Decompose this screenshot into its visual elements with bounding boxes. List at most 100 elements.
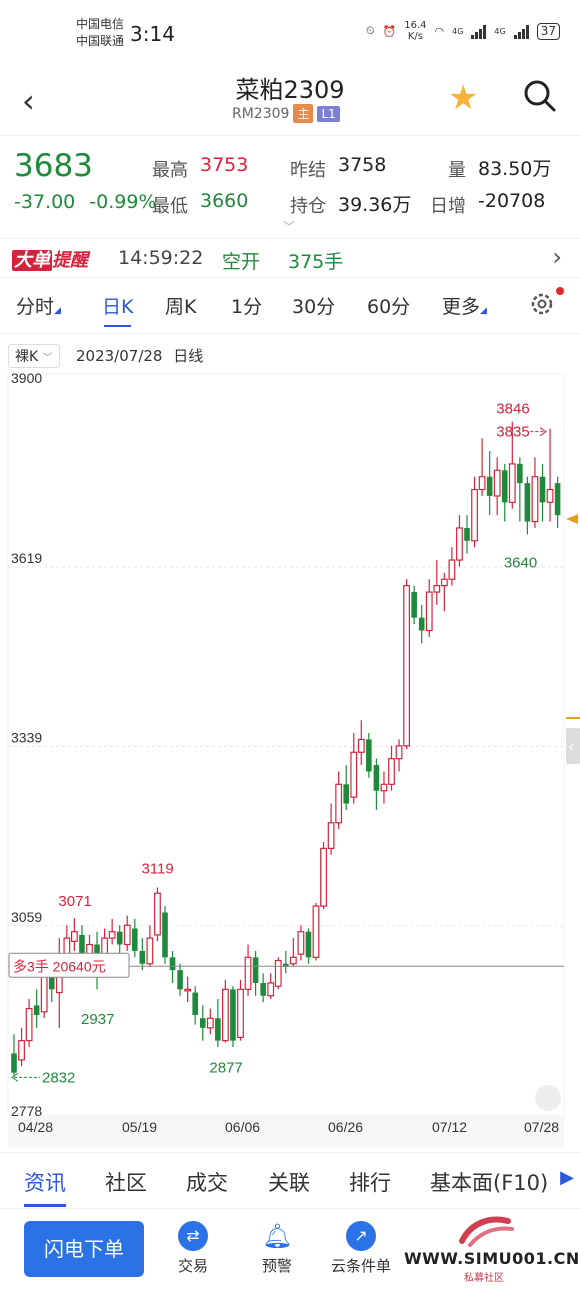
- candle-body: [546, 488, 554, 503]
- level-badge: L1: [317, 105, 340, 122]
- contract-subtitle: RM2309 主 L1: [232, 104, 340, 123]
- x-tick-label: 07/12: [432, 1119, 467, 1135]
- candle-body: [18, 1040, 25, 1061]
- cloud-order-icon: ↗: [346, 1221, 376, 1251]
- y-tick-label: 2778: [11, 1103, 42, 1119]
- status-icons: ⏲ ⏰ 16.4 K/s ◠ 4G 4G 37: [366, 20, 560, 42]
- candle-body: [471, 488, 478, 542]
- price-change: -37.00 -0.99%: [14, 191, 157, 213]
- alert-quantity: 375手: [288, 251, 344, 273]
- watermark-logo-icon: [459, 1216, 514, 1247]
- candle-body: [215, 1018, 221, 1041]
- arrow-left-icon: [11, 1072, 19, 1082]
- signal-icon: [471, 23, 487, 39]
- candle-body: [448, 559, 456, 580]
- candle-body: [456, 527, 463, 561]
- wifi-icon: ◠: [434, 24, 445, 38]
- net-type-1: 4G: [452, 26, 464, 36]
- trade-button[interactable]: ⇄ 交易: [158, 1221, 228, 1276]
- x-tick-label: 04/28: [18, 1119, 53, 1135]
- candle-body: [517, 463, 523, 484]
- tab-trades[interactable]: 成交: [186, 1171, 228, 1195]
- net-speed-value: 16.4: [404, 20, 427, 31]
- high-mark-label: 3846: [496, 401, 529, 418]
- back-button[interactable]: ‹: [22, 82, 35, 120]
- candle-body: [297, 931, 305, 955]
- y-tick-label: 3339: [11, 730, 42, 746]
- trough1-label: 2937: [81, 1011, 114, 1028]
- status-bar: 中国电信 中国联通 3:14 ⏲ ⏰ 16.4 K/s ◠ 4G 4G 37: [0, 0, 580, 64]
- y-tick-label: 3619: [11, 550, 42, 566]
- candle-body: [289, 956, 297, 965]
- volume-value: 83.50万: [478, 158, 552, 180]
- dropdown-triangle-icon: ◢: [54, 306, 61, 316]
- candle-body: [501, 470, 508, 503]
- candle-body: [192, 992, 198, 1016]
- recent-high-label: 3835: [496, 424, 529, 441]
- chevron-right-icon[interactable]: ›: [552, 243, 562, 271]
- tab-60min[interactable]: 60分: [367, 296, 411, 318]
- arrow-right-icon: [539, 427, 547, 437]
- candle-body: [222, 988, 229, 1042]
- tab-more-label: 更多: [442, 296, 481, 318]
- candle-body: [366, 739, 372, 772]
- cloud-order-button[interactable]: ↗ 云条件单: [326, 1221, 396, 1276]
- bottom-action-bar: 闪电下单 ⇄ 交易 🔔︎ 预警 ↗ 云条件单 WWW.SIMU001.CN 私募…: [0, 1208, 580, 1289]
- change-value: -37.00: [14, 191, 76, 213]
- tab-related[interactable]: 关联: [268, 1171, 310, 1195]
- tab-news[interactable]: 资讯: [24, 1167, 66, 1207]
- candle-body: [48, 970, 55, 990]
- favorite-star-icon[interactable]: ★: [448, 78, 479, 118]
- candle-body: [524, 483, 531, 522]
- watermark-text: WWW.SIMU001.CN: [404, 1249, 580, 1268]
- tab-1min[interactable]: 1分: [231, 296, 263, 318]
- tab-ranking[interactable]: 排行: [349, 1171, 391, 1195]
- status-time: 3:14: [130, 22, 175, 46]
- high-value: 3753: [200, 154, 249, 176]
- candle-body: [169, 957, 176, 971]
- gear-icon[interactable]: [528, 290, 556, 322]
- candle-body: [283, 963, 289, 967]
- tab-daily-k[interactable]: 日K: [102, 292, 133, 327]
- candle-body: [230, 989, 236, 1041]
- tab-30min[interactable]: 30分: [292, 296, 336, 318]
- x-axis-band: [8, 1117, 564, 1147]
- tabs-scroll-right-icon[interactable]: ▶: [560, 1167, 574, 1188]
- candle-body: [357, 738, 365, 753]
- change-percent: -0.99%: [89, 191, 157, 213]
- candle-body: [274, 959, 282, 987]
- candle-body: [411, 592, 417, 618]
- alert-action: 空开: [222, 251, 261, 273]
- tab-fundamentals[interactable]: 基本面(F10): [430, 1171, 549, 1195]
- search-icon[interactable]: [522, 78, 558, 118]
- main-contract-badge: 主: [293, 104, 314, 123]
- recent-low-label: 3640: [504, 555, 537, 572]
- candle-body: [146, 937, 154, 965]
- tab-intraday[interactable]: 分时◢: [16, 292, 61, 319]
- candle-body: [373, 765, 380, 791]
- tab-more[interactable]: 更多◢: [442, 292, 487, 319]
- carrier-1: 中国电信: [76, 17, 125, 31]
- big-order-alert-bar[interactable]: 大单 提醒 14:59:22 空开 375手 ›: [0, 238, 580, 278]
- expand-chevron-icon[interactable]: ﹀: [283, 220, 296, 234]
- tab-community[interactable]: 社区: [105, 1171, 147, 1195]
- candle-body: [350, 751, 358, 798]
- alert-button[interactable]: 🔔︎ 预警: [242, 1221, 312, 1276]
- candle-body: [79, 934, 85, 958]
- bare-k-dropdown[interactable]: 裸K ﹀: [8, 344, 60, 368]
- flash-order-button[interactable]: 闪电下单: [24, 1221, 144, 1277]
- chart-header: 裸K ﹀ 2023/07/28 日线: [0, 340, 580, 372]
- trade-icon: ⇄: [178, 1221, 208, 1251]
- net-speed: 16.4 K/s: [404, 20, 426, 42]
- info-tabs: 资讯 社区 成交 关联 排行 基本面(F10) ▶: [0, 1152, 580, 1208]
- net-type-2: 4G: [494, 26, 506, 36]
- x-tick-label: 06/06: [225, 1119, 260, 1135]
- bell-icon: 🔔︎: [262, 1222, 293, 1250]
- chart-date: 2023/07/28: [76, 347, 163, 365]
- y-tick-label: 3059: [11, 909, 42, 925]
- tab-weekly-k[interactable]: 周K: [165, 296, 197, 318]
- fullscreen-icon: [535, 1085, 561, 1111]
- candle-body: [199, 1018, 206, 1028]
- candle-body: [154, 892, 161, 936]
